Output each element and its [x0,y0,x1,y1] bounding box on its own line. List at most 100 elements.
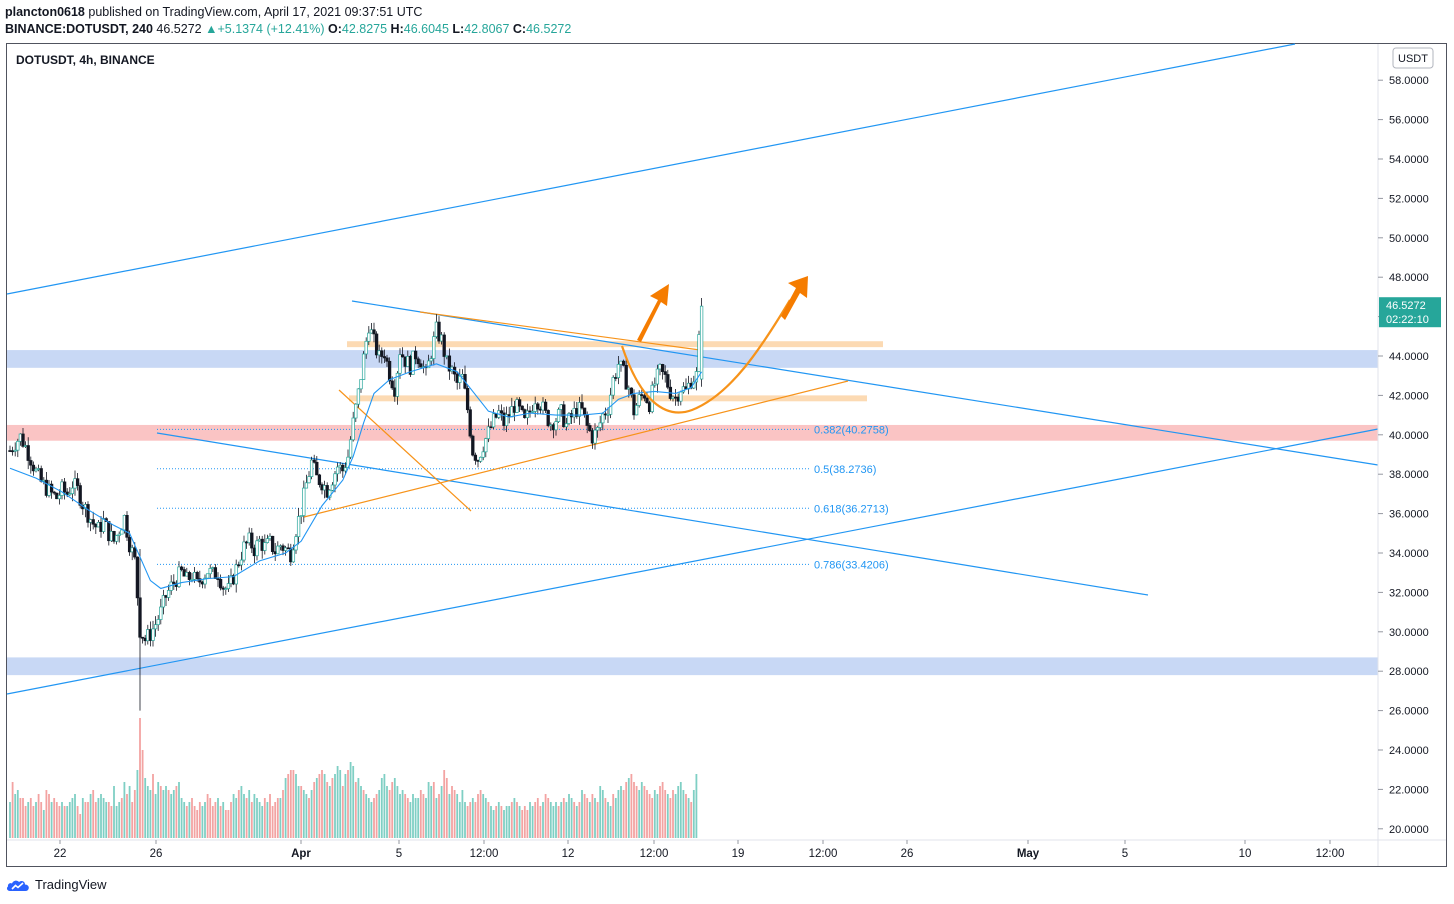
volume-bar [393,778,396,838]
volume-bar [474,802,477,838]
volume-bar [453,790,456,838]
volume-bar [406,798,409,838]
candle-body [94,523,98,528]
close-value: 46.5272 [526,22,572,36]
time-tick-label: 12:00 [1316,848,1345,860]
candle-body [190,579,194,581]
candle-body [367,332,371,342]
candle-body [364,340,368,355]
volume-bar [263,798,266,838]
candle-body [60,481,64,496]
candle-body [270,535,275,552]
price-tick-label: 54.0000 [1389,154,1429,166]
time-tick-label: 12:00 [809,848,838,860]
candle-body [250,532,254,549]
volume-bar [461,790,464,838]
candle-body [8,450,12,452]
volume-bar [482,794,485,838]
chart-frame[interactable] [6,43,1447,867]
candle-body [655,368,660,385]
price-tick-label: 44.0000 [1389,351,1429,363]
price-tick-label: 34.0000 [1389,548,1429,560]
price-tick-label: 30.0000 [1389,627,1429,639]
fib-label-0.786: 0.786(33.4206) [814,559,889,571]
high-key: H: [390,22,404,36]
candles-layer [8,297,704,711]
candle-body [478,456,483,462]
price-tick-label: 50.0000 [1389,233,1429,245]
volume-bar [391,782,394,838]
time-tick-label: 12 [562,848,575,860]
volume-bar [97,798,100,838]
candle-body [247,532,251,543]
volume-bar [87,802,89,838]
volume-bar [458,802,461,838]
candle-body [237,564,241,567]
candle-body [645,397,649,404]
volume-bar [565,802,568,838]
volume-bar [128,786,131,838]
author-name[interactable]: plancton0618 [5,5,85,19]
candle-body [699,305,704,380]
low-key: L: [452,22,465,36]
candle-body [177,566,181,587]
candle-body [252,547,257,557]
candle-body [627,387,631,390]
high-value: 46.6045 [403,22,449,36]
change-text: +5.1374 (+12.41%) [217,22,325,36]
descending-channel-line [156,432,1149,596]
candle-body [621,360,626,366]
last-price-badge [1379,297,1441,328]
volume-bar [183,802,186,838]
volume-bar [167,790,170,838]
pullback-line [338,389,472,512]
volume-bar [596,802,599,838]
candle-body [296,516,301,538]
volume-bar [687,798,690,838]
volume-bar [518,806,521,838]
candle-body [185,572,189,577]
volume-bar [14,794,17,838]
volume-bar [557,806,560,838]
volume-bar [677,786,680,838]
volume-bar [396,786,399,838]
volume-bar [35,802,37,838]
candle-body [481,451,485,458]
volume-bar [63,806,66,838]
candle-body [564,423,569,428]
candle-body [130,547,134,553]
candle-body [172,581,176,584]
volume-bar [451,786,453,838]
candle-body [211,567,215,569]
volume-bar [432,782,435,838]
candle-body [265,538,270,543]
volume-bar [123,782,126,838]
candle-body [49,483,54,493]
candle-body [68,493,72,496]
volume-bar [178,782,180,838]
change-up-icon: ▲ [205,22,218,36]
volume-bar [271,806,274,838]
price-tick-label: 58.0000 [1389,75,1429,87]
candle-body [309,459,314,477]
volume-bar [685,794,687,838]
candle-body [372,329,376,335]
candle-body [471,435,475,456]
volume-bar [328,786,331,838]
price-tick-label: 56.0000 [1389,115,1429,127]
candle-body [26,445,30,461]
volume-bar [469,802,472,838]
candle-body [637,394,641,406]
candle-body [348,439,353,458]
volume-bar [196,810,199,838]
volume-bar [620,786,622,838]
candle-body [86,504,90,523]
price-tick-label: 36.0000 [1389,509,1429,521]
tradingview-logo[interactable]: TradingView [6,877,107,892]
candle-body [224,588,228,590]
volume-bar [209,798,212,838]
volume-bar [120,798,123,838]
ohlc-header: BINANCE:DOTUSDT, 240 46.5272 ▲+5.1374 (+… [5,22,571,36]
candle-body [585,414,589,426]
